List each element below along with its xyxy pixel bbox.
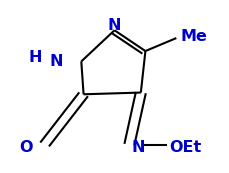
Text: N: N — [132, 140, 145, 154]
Text: N: N — [49, 54, 63, 69]
Text: O: O — [20, 140, 33, 154]
Text: Me: Me — [181, 29, 208, 44]
Text: N: N — [108, 18, 121, 33]
Text: H: H — [29, 50, 42, 65]
Text: OEt: OEt — [169, 140, 202, 154]
